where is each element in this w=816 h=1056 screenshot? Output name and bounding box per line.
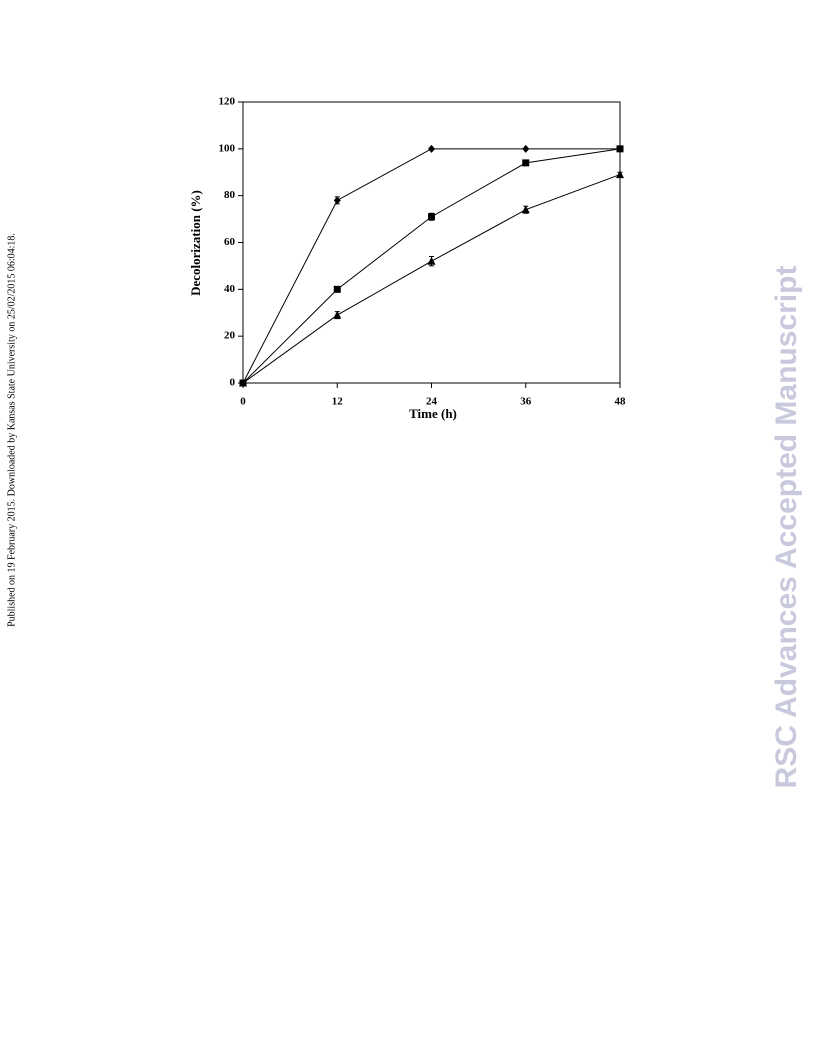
marker [333, 196, 341, 205]
y-axis-label: Decolorization (%) [188, 190, 203, 296]
y-tick-label: 40 [224, 283, 236, 295]
marker [428, 144, 435, 153]
marker [616, 170, 624, 179]
x-tick-label: 48 [615, 396, 627, 408]
y-tick-label: 20 [224, 330, 236, 342]
marker [428, 213, 435, 221]
x-tick-label: 36 [520, 396, 532, 408]
watermark: RSC Advances Accepted Manuscript [770, 266, 803, 789]
marker [427, 256, 436, 265]
x-tick-label: 24 [426, 396, 438, 408]
marker [333, 310, 342, 319]
x-tick-label: 12 [332, 396, 344, 408]
x-axis-label: Time (h) [409, 406, 457, 421]
y-tick-label: 100 [219, 142, 236, 154]
y-tick-label: 80 [224, 189, 236, 201]
marker [333, 285, 341, 293]
marker [239, 378, 247, 387]
y-tick-label: 60 [224, 236, 236, 248]
x-tick-label: 0 [240, 396, 246, 408]
marker [522, 159, 530, 167]
y-tick-label: 0 [230, 377, 236, 389]
marker [522, 144, 530, 153]
side-note: Published on 19 February 2015. Downloade… [6, 233, 17, 627]
series-line [242, 174, 621, 384]
plot-frame [242, 101, 621, 384]
marker [521, 205, 530, 214]
y-tick-label: 120 [219, 96, 236, 108]
marker [616, 145, 624, 153]
